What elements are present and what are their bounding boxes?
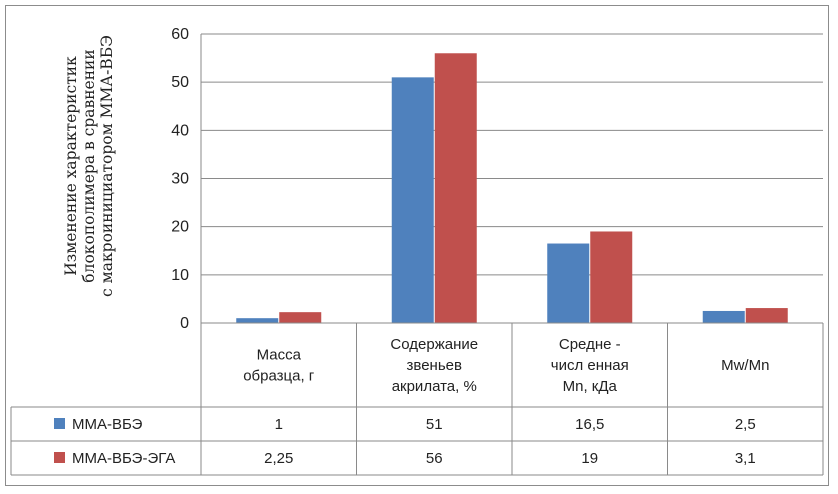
category-label: Mw/Mn	[721, 357, 769, 374]
category-label: акрилата, %	[392, 378, 477, 395]
category-label: Масса	[257, 347, 302, 364]
legend-key	[54, 452, 65, 463]
y-tick-label: 40	[171, 122, 189, 139]
bar-series2-cat1	[279, 312, 322, 323]
category-label: Средне -	[559, 336, 621, 353]
bar-series1-cat2	[391, 77, 434, 323]
gridlines	[200, 33, 823, 324]
y-tick-label: 30	[171, 171, 189, 188]
bar-series2-cat2	[434, 53, 477, 324]
y-axis-title: Изменение характеристикблокополимера в с…	[62, 35, 116, 297]
y-axis-title-line: Изменение характеристик	[62, 56, 80, 276]
legend-label: ММА-ВБЭ	[72, 416, 143, 433]
y-tick-label: 0	[180, 315, 189, 332]
y-tick-label: 60	[171, 26, 189, 43]
y-axis-title-line: блокополимера в сравнении	[80, 49, 98, 282]
table-value: 2,5	[735, 416, 756, 433]
bar-series1-cat4	[702, 310, 745, 323]
bar-chart: 0 10 20 30 40 50 60 Изменение характеристикбло…	[10, 26, 824, 476]
legend-key	[54, 418, 65, 429]
table-value: 51	[426, 416, 443, 433]
table-value: 3,1	[735, 450, 756, 467]
table-value: 56	[426, 450, 443, 467]
y-tick-label: 20	[171, 219, 189, 236]
bar-series1-cat3	[547, 243, 590, 323]
data-table: Масса образца, г Содержание звеньев акрилата…	[10, 322, 824, 476]
y-tick-label: 10	[171, 267, 189, 284]
table-value: 1	[275, 416, 283, 433]
y-tick-labels: 0 10 20 30 40 50 60	[171, 26, 189, 332]
category-label: числ енная	[551, 357, 629, 374]
bar-series1-cat1	[236, 318, 279, 323]
table-value: 16,5	[575, 416, 604, 433]
y-tick-label: 50	[171, 74, 189, 91]
bar-series2-cat3	[590, 231, 633, 323]
y-axis-title-line: с макроинициатором ММА-ВБЭ	[98, 35, 116, 297]
category-label: образца, г	[243, 368, 315, 385]
bars	[236, 53, 788, 324]
chart-frame: 0 10 20 30 40 50 60 Изменение характеристикбло…	[5, 5, 829, 486]
category-label: Содержание	[390, 336, 478, 353]
table-value: 19	[581, 450, 598, 467]
category-label: звеньев	[407, 357, 462, 374]
table-value: 2,25	[264, 450, 293, 467]
category-label: Mn, кДа	[563, 378, 618, 395]
bar-series2-cat4	[745, 308, 788, 323]
legend-label: ММА-ВБЭ-ЭГА	[72, 450, 175, 467]
